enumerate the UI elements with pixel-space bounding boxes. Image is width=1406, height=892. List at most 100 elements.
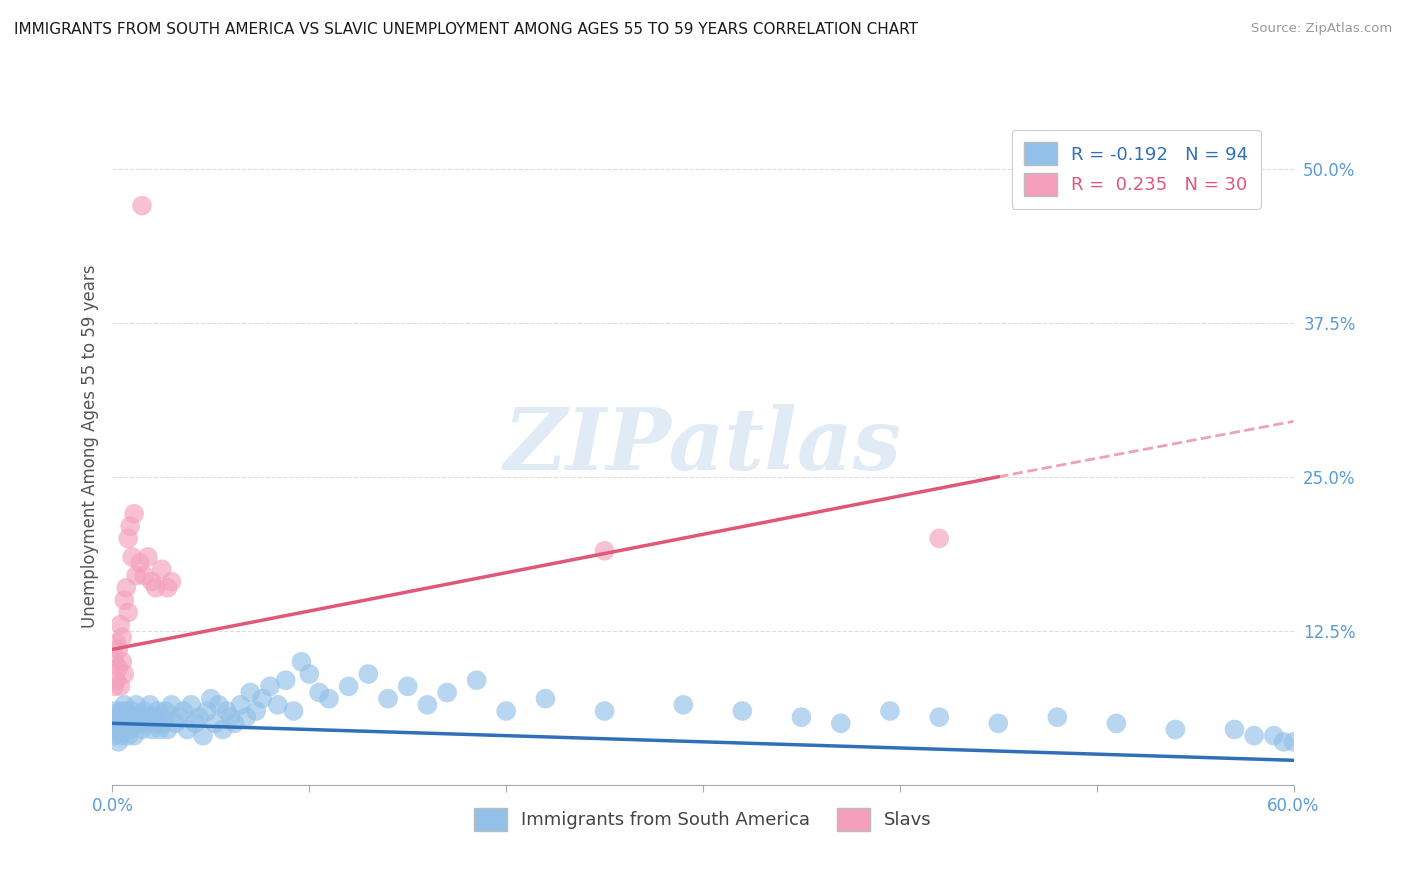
Point (229, 698, 252, 712)
Point (1223, 723, 1246, 737)
Legend: Immigrants from South America, Slavs: Immigrants from South America, Slavs (461, 796, 945, 844)
Point (224, 716, 246, 731)
Point (156, 581, 179, 595)
Point (318, 691, 340, 706)
Point (117, 606, 139, 620)
Point (830, 716, 852, 731)
Point (208, 698, 231, 712)
Point (120, 710, 142, 724)
Point (105, 723, 128, 737)
Point (436, 685, 458, 699)
Text: IMMIGRANTS FROM SOUTH AMERICA VS SLAVIC UNEMPLOYMENT AMONG AGES 55 TO 59 YEARS C: IMMIGRANTS FROM SOUTH AMERICA VS SLAVIC … (14, 22, 918, 37)
Point (152, 716, 174, 731)
Point (149, 723, 172, 737)
Point (142, 710, 165, 724)
Point (125, 568, 148, 582)
Point (1046, 710, 1069, 724)
Point (396, 679, 419, 693)
Point (131, 723, 153, 737)
Point (267, 698, 290, 712)
Point (1272, 735, 1295, 749)
Point (250, 691, 273, 706)
Point (150, 562, 173, 576)
Point (928, 532, 950, 546)
Point (172, 704, 194, 718)
Point (129, 710, 152, 724)
Point (465, 673, 488, 688)
Point (110, 679, 132, 693)
Point (136, 710, 159, 724)
Point (115, 704, 138, 718)
Point (131, 199, 153, 213)
Text: Source: ZipAtlas.com: Source: ZipAtlas.com (1251, 22, 1392, 36)
Point (112, 593, 135, 607)
Point (117, 729, 139, 743)
Point (790, 710, 813, 724)
Point (141, 574, 163, 589)
Point (357, 667, 380, 681)
Point (290, 655, 312, 669)
Point (112, 716, 135, 731)
Point (117, 716, 139, 731)
Point (1263, 729, 1285, 743)
Point (115, 581, 138, 595)
Point (112, 698, 135, 712)
Point (107, 735, 129, 749)
Point (122, 507, 145, 521)
Point (115, 723, 138, 737)
Point (204, 716, 226, 731)
Point (416, 698, 439, 712)
Point (150, 710, 173, 724)
Point (593, 543, 616, 558)
Point (731, 704, 754, 718)
Point (111, 630, 134, 644)
Point (1282, 735, 1305, 749)
Point (191, 729, 214, 743)
Point (136, 549, 159, 564)
Point (121, 549, 143, 564)
Point (534, 691, 557, 706)
Point (593, 704, 616, 718)
Point (122, 729, 145, 743)
Point (495, 704, 517, 718)
Point (160, 698, 183, 712)
Point (169, 710, 191, 724)
Point (235, 710, 257, 724)
Point (377, 691, 399, 706)
Point (672, 698, 695, 712)
Point (105, 716, 128, 731)
Point (120, 519, 142, 533)
Point (127, 716, 149, 731)
Point (110, 729, 132, 743)
Point (111, 655, 134, 669)
Point (139, 698, 162, 712)
Point (156, 723, 179, 737)
Point (103, 729, 125, 743)
Point (1105, 716, 1128, 731)
Point (195, 704, 218, 718)
Point (107, 710, 129, 724)
Point (122, 710, 145, 724)
Point (283, 704, 305, 718)
Point (308, 685, 330, 699)
Point (155, 704, 177, 718)
Point (928, 710, 950, 724)
Point (132, 568, 155, 582)
Point (132, 704, 155, 718)
Point (121, 704, 143, 718)
Point (107, 642, 129, 657)
Point (112, 667, 135, 681)
Point (987, 716, 1010, 731)
Point (110, 617, 132, 632)
Point (105, 673, 128, 688)
Point (184, 716, 207, 731)
Point (105, 636, 128, 650)
Point (245, 704, 267, 718)
Point (274, 673, 297, 688)
Point (107, 661, 129, 675)
Point (200, 691, 222, 706)
Point (111, 723, 134, 737)
Point (141, 723, 163, 737)
Y-axis label: Unemployment Among Ages 55 to 59 years: Unemployment Among Ages 55 to 59 years (80, 264, 98, 628)
Point (135, 716, 157, 731)
